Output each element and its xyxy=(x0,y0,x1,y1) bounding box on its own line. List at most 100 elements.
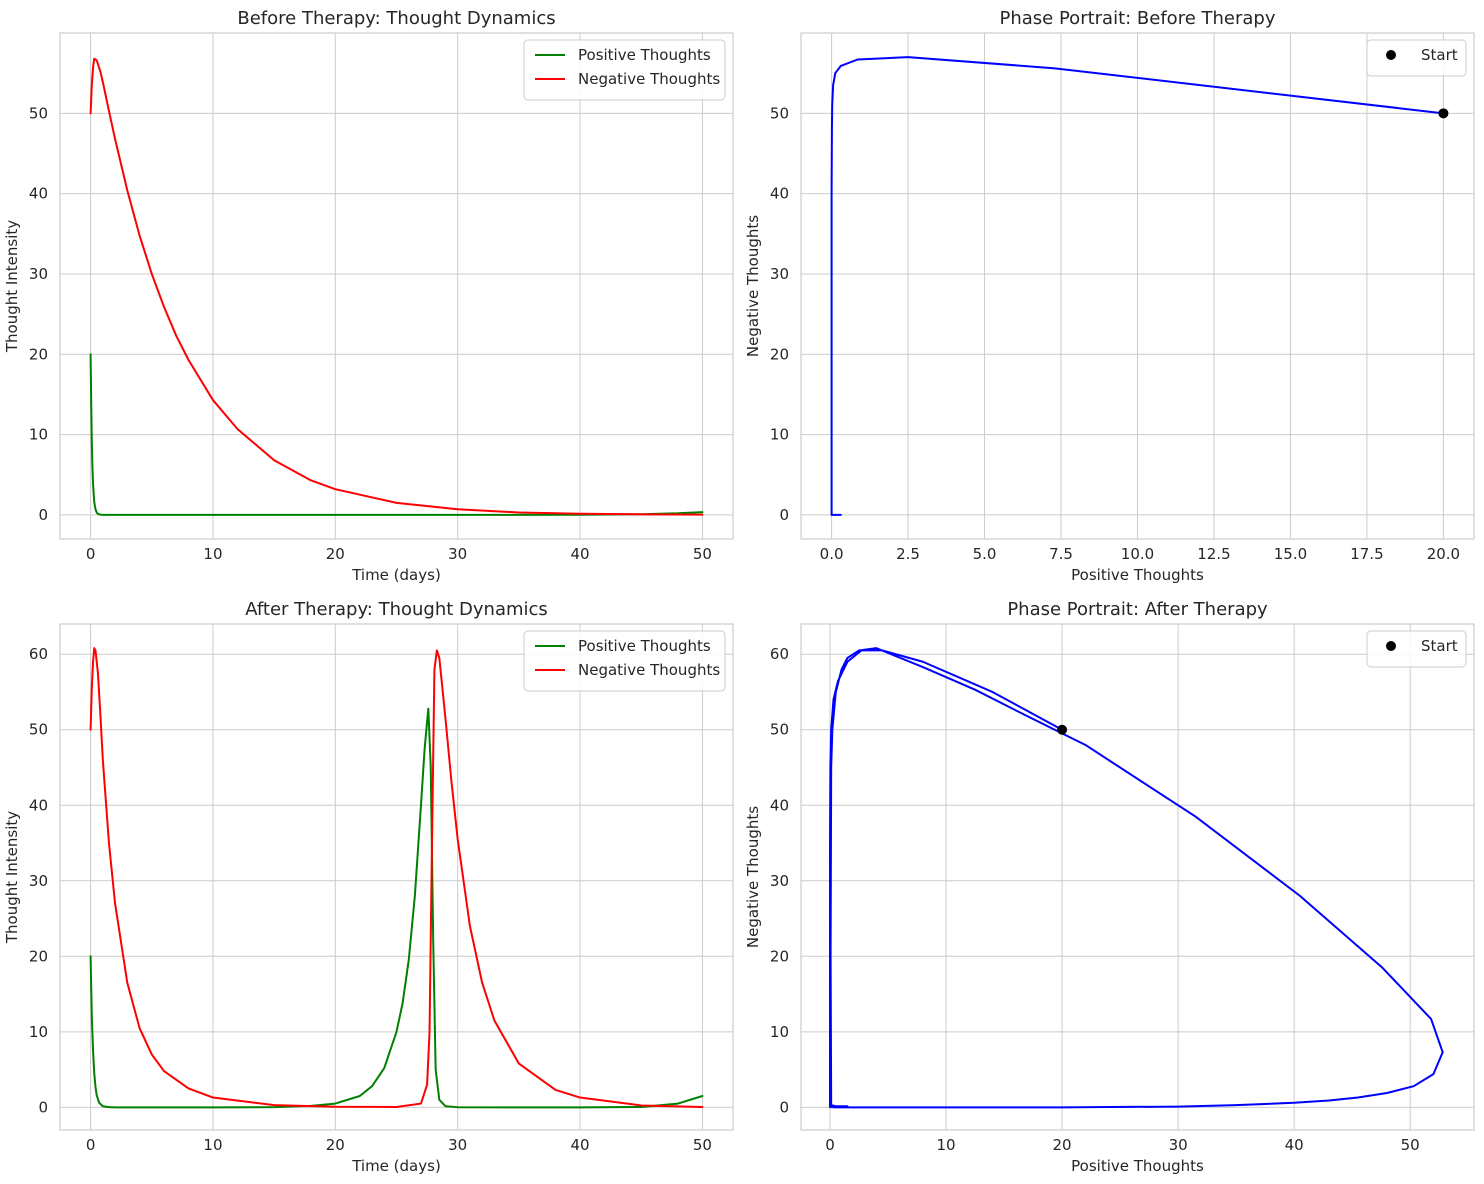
legend: Positive Thoughts Negative Thoughts xyxy=(523,630,726,692)
y-tick-label: 30 xyxy=(29,872,48,890)
x-tick-label: 20 xyxy=(1053,1136,1072,1154)
y-tick-label: 50 xyxy=(770,721,789,739)
y-tick-label: 40 xyxy=(770,796,789,814)
negative-thoughts-line xyxy=(89,57,704,516)
chart-title: After Therapy: Thought Dynamics xyxy=(245,599,548,620)
plot-area xyxy=(801,624,1474,1130)
x-tick-label: 40 xyxy=(1285,1136,1304,1154)
y-tick-label: 20 xyxy=(770,947,789,965)
x-tick-label: 30 xyxy=(448,1136,467,1154)
legend-label: Positive Thoughts xyxy=(578,637,711,655)
x-tick-label: 10 xyxy=(203,545,222,563)
start-marker xyxy=(1438,108,1449,119)
x-tick-label: 50 xyxy=(1401,1136,1420,1154)
y-tick-label: 0 xyxy=(38,506,48,524)
y-tick-label: 20 xyxy=(29,947,48,965)
x-axis-label: Positive Thoughts xyxy=(1071,566,1204,584)
legend-label: Start xyxy=(1421,46,1458,64)
x-tick-label: 10 xyxy=(936,1136,955,1154)
x-tick-label: 40 xyxy=(570,545,589,563)
y-tick-label: 40 xyxy=(770,185,789,203)
x-tick-label: 15.0 xyxy=(1274,545,1307,563)
y-tick-label: 50 xyxy=(770,104,789,122)
legend-label: Negative Thoughts xyxy=(578,70,720,88)
x-tick-label: 0.0 xyxy=(820,545,844,563)
subplot-4: 0 10 20 30 40 50 0 10 20 30 40 50 60 Phase Portrait: … xyxy=(744,599,1475,1175)
x-axis-label: Positive Thoughts xyxy=(1071,1157,1204,1175)
x-axis-label: Time (days) xyxy=(351,1157,441,1175)
trajectory-line xyxy=(830,56,1445,516)
y-tick-label: 10 xyxy=(29,426,48,444)
x-tick-label: 0 xyxy=(86,545,96,563)
y-axis-label: Negative Thoughts xyxy=(744,215,762,357)
subplot-2: 0.0 2.5 5.0 7.5 10.0 12.5 15.0 17.5 20.0 0 10 20 30 4… xyxy=(744,8,1475,584)
y-tick-label: 30 xyxy=(770,872,789,890)
x-tick-label: 50 xyxy=(693,1136,712,1154)
legend-box xyxy=(523,630,726,692)
legend: Start xyxy=(1366,39,1467,77)
chart-title: Before Therapy: Thought Dynamics xyxy=(237,8,555,29)
axes-frame xyxy=(59,32,734,540)
y-axis-label: Negative Thoughts xyxy=(744,806,762,948)
legend-label: Negative Thoughts xyxy=(578,661,720,679)
chart-title: Phase Portrait: After Therapy xyxy=(1007,599,1268,620)
x-tick-label: 0 xyxy=(825,1136,835,1154)
x-axis-label: Time (days) xyxy=(351,566,441,584)
x-tick-label: 10.0 xyxy=(1121,545,1154,563)
positive-thoughts-line xyxy=(89,353,704,516)
legend-box xyxy=(1366,630,1467,668)
x-tick-label: 50 xyxy=(693,545,712,563)
x-tick-label: 2.5 xyxy=(896,545,920,563)
x-tick-label: 30 xyxy=(1169,1136,1188,1154)
x-tick-label: 20.0 xyxy=(1427,545,1460,563)
legend-label: Start xyxy=(1421,637,1458,655)
subplot-1: 0 10 20 30 40 50 0 10 20 30 40 50 Before Therapy: Th… xyxy=(3,8,734,584)
x-tick-label: 0 xyxy=(86,1136,96,1154)
x-tick-label: 20 xyxy=(326,545,345,563)
legend-box xyxy=(1366,39,1467,77)
negative-thoughts-line xyxy=(89,647,704,1108)
x-tick-label: 20 xyxy=(326,1136,345,1154)
y-axis-label: Thought Intensity xyxy=(3,811,21,944)
trajectory-line xyxy=(829,647,1444,1109)
legend-marker xyxy=(1386,50,1396,60)
chart-title: Phase Portrait: Before Therapy xyxy=(1000,8,1276,29)
legend: Positive Thoughts Negative Thoughts xyxy=(523,39,726,101)
y-tick-label: 0 xyxy=(779,1098,789,1116)
y-tick-label: 60 xyxy=(770,645,789,663)
x-tick-label: 10 xyxy=(203,1136,222,1154)
legend-box xyxy=(523,39,726,101)
positive-thoughts-line xyxy=(89,707,704,1109)
legend: Start xyxy=(1366,630,1467,668)
y-tick-label: 50 xyxy=(29,721,48,739)
y-tick-label: 50 xyxy=(29,104,48,122)
y-tick-label: 60 xyxy=(29,645,48,663)
x-tick-label: 5.0 xyxy=(973,545,997,563)
y-tick-label: 10 xyxy=(770,426,789,444)
x-tick-label: 17.5 xyxy=(1350,545,1383,563)
y-tick-label: 20 xyxy=(770,345,789,363)
y-axis-label: Thought Intensity xyxy=(3,220,21,353)
plot-area xyxy=(60,624,733,1130)
y-tick-label: 30 xyxy=(29,265,48,283)
x-tick-label: 12.5 xyxy=(1197,545,1230,563)
x-tick-label: 30 xyxy=(448,545,467,563)
axes-frame xyxy=(800,32,1475,540)
x-tick-label: 7.5 xyxy=(1049,545,1073,563)
axes-frame xyxy=(800,623,1475,1131)
x-tick-label: 40 xyxy=(570,1136,589,1154)
legend-label: Positive Thoughts xyxy=(578,46,711,64)
plot-area xyxy=(60,33,733,539)
y-tick-label: 40 xyxy=(29,796,48,814)
start-marker xyxy=(1057,724,1068,735)
y-tick-label: 20 xyxy=(29,345,48,363)
legend-marker xyxy=(1386,641,1396,651)
y-tick-label: 40 xyxy=(29,185,48,203)
axes-frame xyxy=(59,623,734,1131)
y-tick-label: 30 xyxy=(770,265,789,283)
y-tick-label: 10 xyxy=(770,1023,789,1041)
y-tick-label: 10 xyxy=(29,1023,48,1041)
y-tick-label: 0 xyxy=(779,506,789,524)
subplot-3: 0 10 20 30 40 50 0 10 20 30 40 50 60 After Therapy: T… xyxy=(3,599,734,1175)
